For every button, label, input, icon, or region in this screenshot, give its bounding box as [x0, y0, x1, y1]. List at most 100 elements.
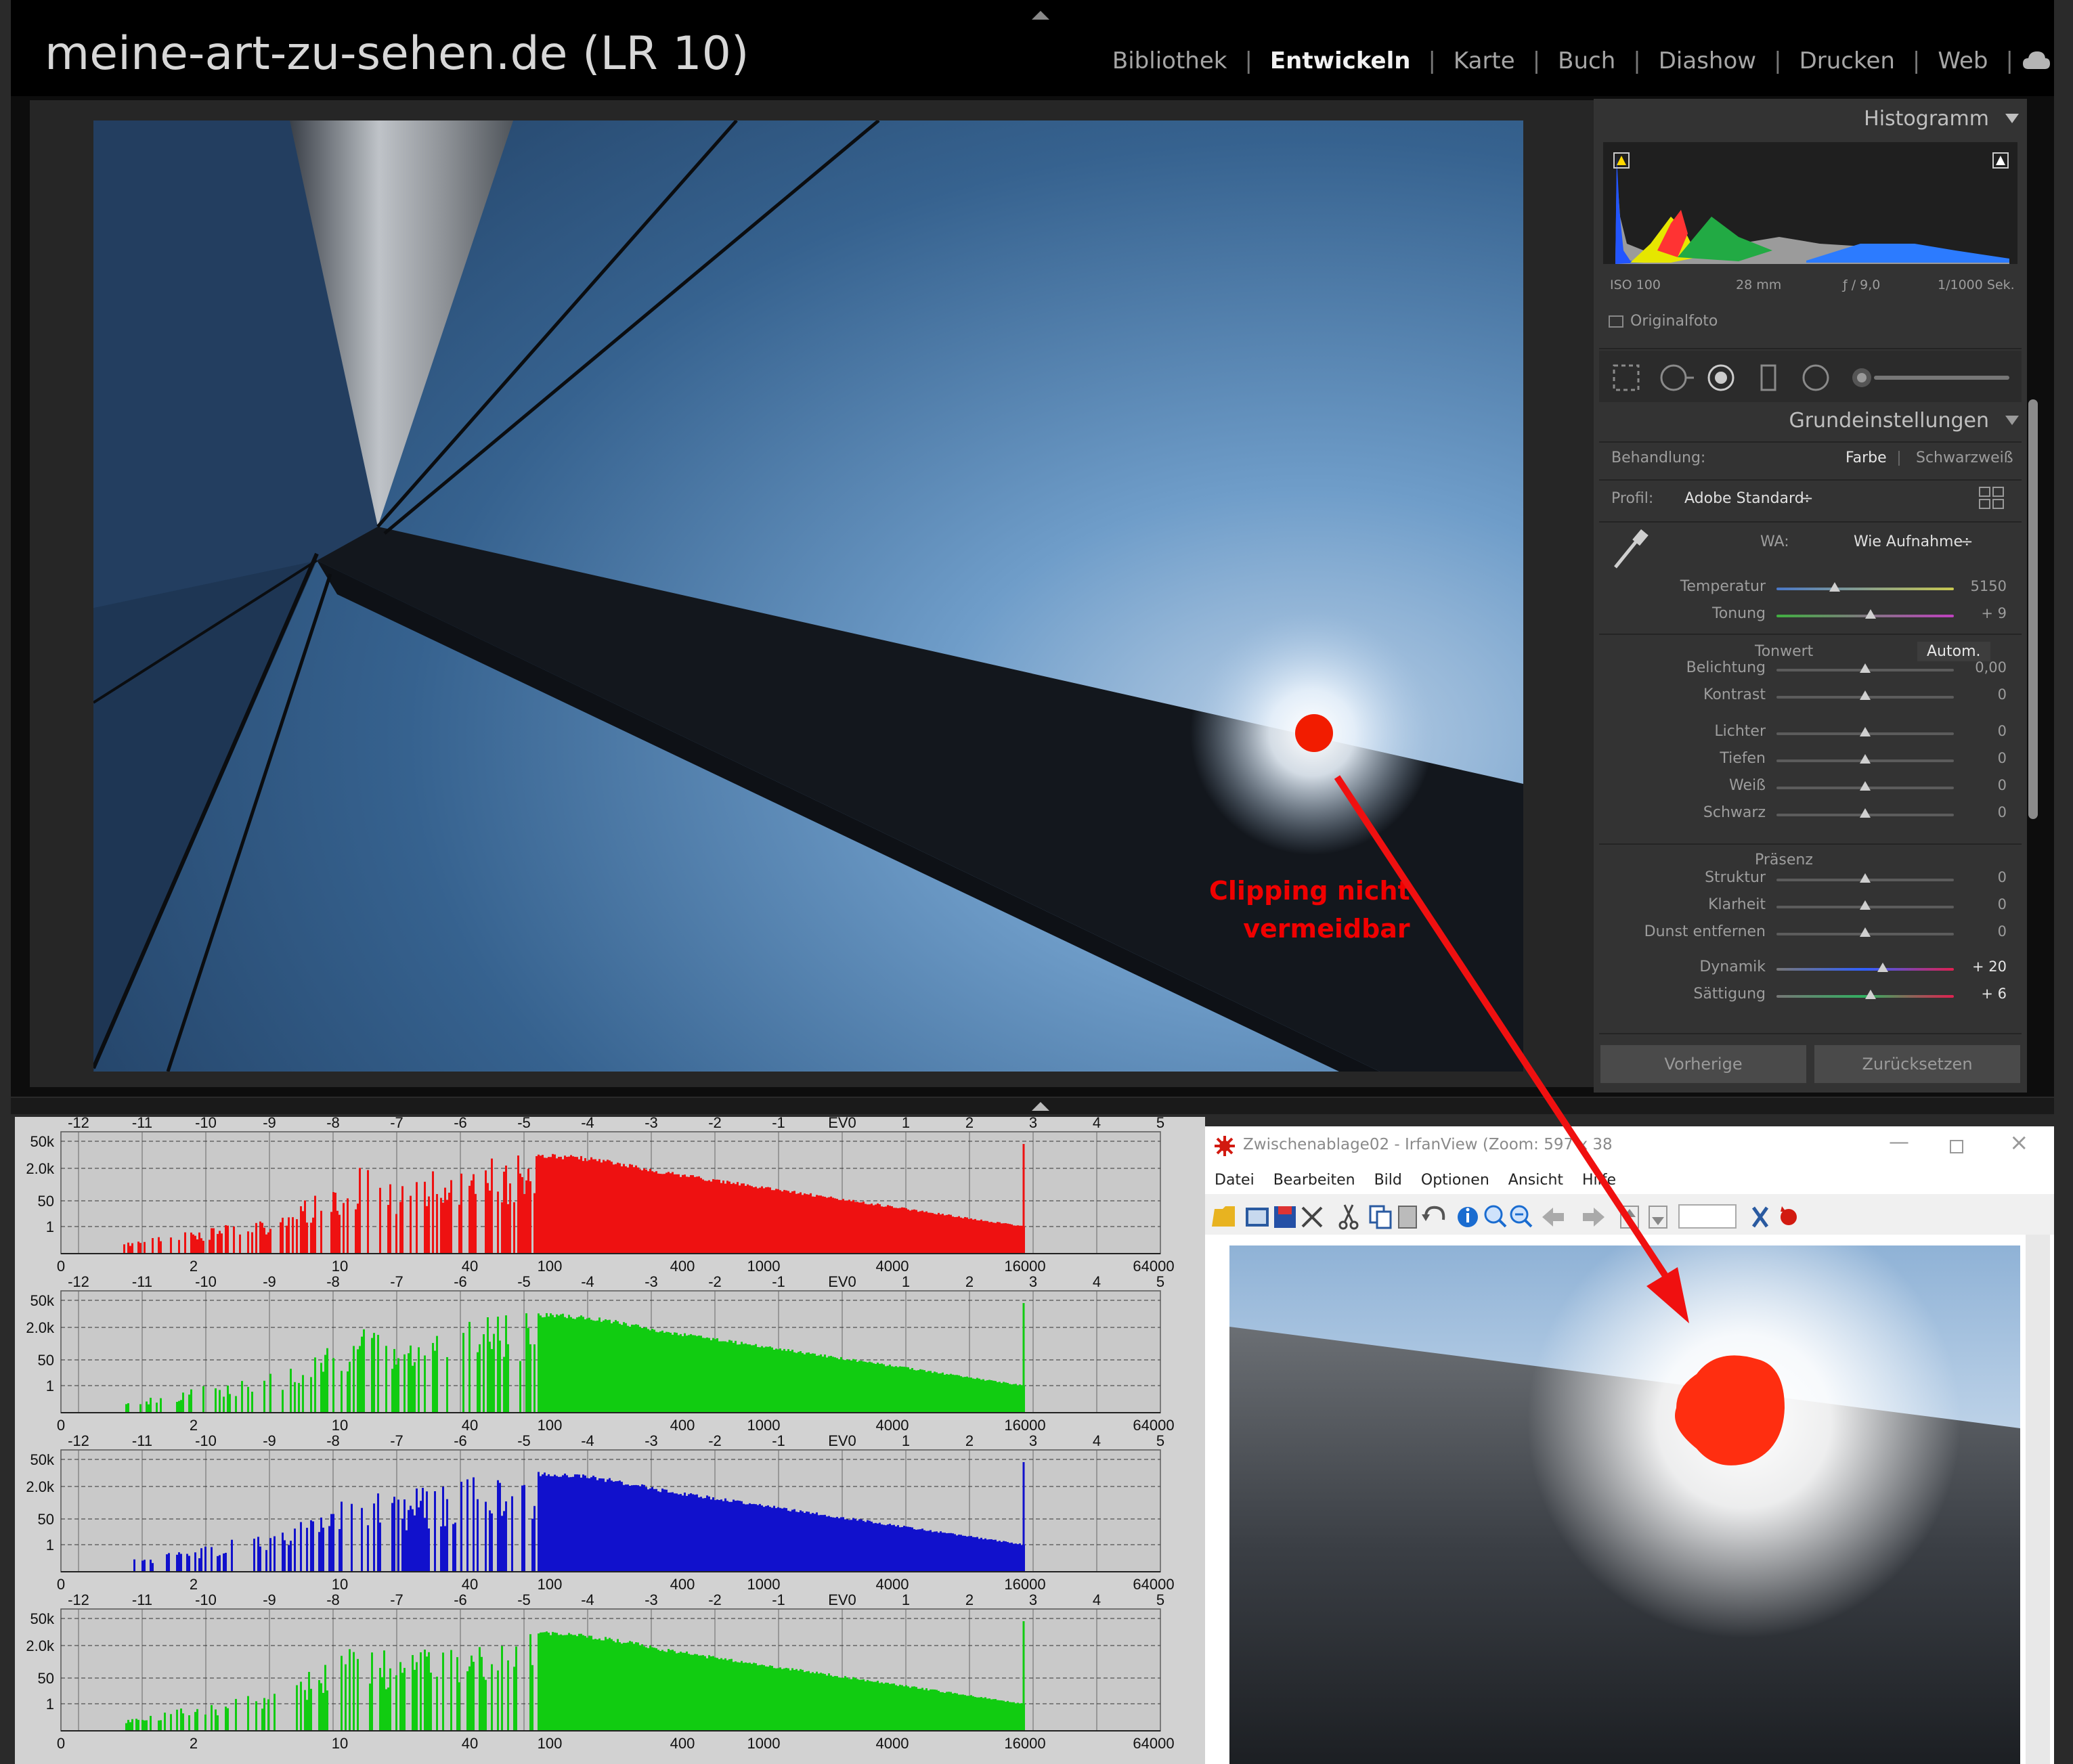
maximize-icon[interactable] — [1950, 1140, 1963, 1153]
adjustment-brush-icon[interactable] — [1850, 366, 2012, 390]
irfanview-scrollbar[interactable] — [2026, 1235, 2050, 1764]
slider-value[interactable]: 0 — [1959, 896, 2007, 912]
histogram-bar — [347, 1371, 349, 1413]
slider-value[interactable]: 0 — [1959, 750, 2007, 766]
histogram-bar — [613, 1641, 615, 1731]
slider-value[interactable]: 0,00 — [1959, 659, 2007, 676]
module-diashow[interactable]: Diashow — [1641, 47, 1774, 74]
histogram-bar — [897, 1208, 899, 1254]
histogram-bar — [473, 1174, 475, 1254]
slider-track[interactable] — [1776, 588, 1954, 590]
histogram-bar — [341, 1371, 343, 1413]
slider-thumb[interactable] — [1860, 808, 1871, 818]
wb-select-arrows-icon[interactable]: ÷ — [1961, 533, 1973, 550]
slider-value[interactable]: + 6 — [1959, 986, 2007, 1002]
basic-panel-title[interactable]: Grundeinstellungen — [1789, 409, 1989, 433]
histogram-bar — [895, 1208, 897, 1254]
crop-overlay-icon[interactable] — [1611, 363, 1641, 393]
module-drucken[interactable]: Drucken — [1782, 47, 1913, 74]
menu-datei[interactable]: Datei — [1205, 1172, 1264, 1189]
spot-removal-icon[interactable] — [1659, 363, 1697, 393]
slider-value[interactable]: 0 — [1959, 777, 2007, 793]
collapse-top-panel-icon[interactable] — [1032, 11, 1049, 20]
slider-thumb[interactable] — [1865, 609, 1876, 619]
slider-value[interactable]: 5150 — [1959, 578, 2007, 594]
wb-label: WA: — [1760, 533, 1789, 550]
collapse-basic-icon[interactable] — [2005, 416, 2019, 425]
histogram-bar — [357, 1349, 359, 1413]
toolbar-icons[interactable] — [1208, 1199, 2054, 1232]
auto-tone-button[interactable]: Autom. — [1917, 642, 1990, 661]
slider-value[interactable]: + 9 — [1959, 605, 2007, 621]
slider-thumb[interactable] — [1860, 873, 1871, 883]
slider-value[interactable]: 0 — [1959, 686, 2007, 703]
menu-ansicht[interactable]: Ansicht — [1499, 1172, 1573, 1189]
slider-thumb[interactable] — [1860, 727, 1871, 736]
profile-select-arrows-icon[interactable]: ÷ — [1801, 490, 1813, 507]
close-icon[interactable]: × — [2009, 1129, 2029, 1156]
module-karte[interactable]: Karte — [1436, 47, 1533, 74]
radial-filter-icon[interactable] — [1801, 363, 1831, 393]
histogram-bar — [544, 1632, 546, 1731]
module-entwickeln[interactable]: Entwickeln — [1252, 47, 1428, 74]
cloud-sync-icon[interactable] — [2022, 49, 2051, 72]
expand-filmstrip-icon[interactable] — [1032, 1102, 1049, 1111]
histogram-bar — [702, 1179, 704, 1254]
histogram-bar — [204, 1715, 206, 1731]
histogram-bar — [334, 1193, 336, 1254]
slider-thumb[interactable] — [1860, 927, 1871, 937]
menu-bild[interactable]: Bild — [1365, 1172, 1412, 1189]
slider-value[interactable]: 0 — [1959, 723, 2007, 739]
treatment-color-button[interactable]: Farbe — [1846, 449, 1887, 466]
slider-thumb[interactable] — [1877, 963, 1888, 972]
graduated-filter-icon[interactable] — [1753, 363, 1783, 393]
histogram-bar — [763, 1348, 765, 1413]
menu-hilfe[interactable]: Hilfe — [1573, 1172, 1625, 1189]
slider-thumb[interactable] — [1865, 990, 1876, 999]
slider-thumb[interactable] — [1860, 690, 1871, 700]
histogram-bar — [875, 1364, 877, 1413]
slider-track[interactable] — [1776, 968, 1954, 971]
wb-select[interactable]: Wie Aufnahme — [1854, 533, 1963, 550]
module-bibliothek[interactable]: Bibliothek — [1095, 47, 1245, 74]
red-eye-icon[interactable] — [1706, 363, 1736, 393]
menu-bearbeiten[interactable]: Bearbeiten — [1264, 1172, 1365, 1189]
histogram-bar — [312, 1218, 314, 1254]
histogram-bar — [925, 1212, 928, 1254]
white-balance-eyedropper-icon[interactable] — [1611, 528, 1649, 571]
histogram-bar — [856, 1520, 858, 1572]
slider-thumb[interactable] — [1829, 582, 1840, 592]
histogram-title[interactable]: Histogramm — [1864, 107, 1989, 131]
menu-optionen[interactable]: Optionen — [1412, 1172, 1499, 1189]
irfanview-image[interactable] — [1229, 1245, 2020, 1764]
slider-thumb[interactable] — [1860, 900, 1871, 910]
previous-button[interactable]: Vorherige — [1600, 1045, 1806, 1083]
slider-value[interactable]: + 20 — [1959, 958, 2007, 975]
treatment-bw-button[interactable]: Schwarzweiß — [1916, 449, 2013, 466]
histogram-bar — [982, 1539, 984, 1572]
histogram-bar — [704, 1656, 706, 1731]
slider-value[interactable]: 0 — [1959, 923, 2007, 940]
slider-value[interactable]: 0 — [1959, 869, 2007, 885]
histogram-bar — [298, 1383, 300, 1413]
histogram-bar — [775, 1669, 777, 1731]
module-web[interactable]: Web — [1920, 47, 2005, 74]
slider-thumb[interactable] — [1860, 754, 1871, 764]
profile-select[interactable]: Adobe Standard — [1684, 490, 1804, 507]
right-panel-scrollbar[interactable] — [2028, 399, 2038, 819]
histogram-bar — [946, 1692, 948, 1731]
histogram-bar — [759, 1665, 761, 1731]
slider-thumb[interactable] — [1860, 663, 1871, 673]
module-buch[interactable]: Buch — [1540, 47, 1633, 74]
slider-value[interactable]: 0 — [1959, 804, 2007, 820]
histogram-bar — [560, 1315, 562, 1413]
minimize-icon[interactable]: — — [1889, 1130, 1909, 1154]
collapse-histogram-icon[interactable] — [2005, 114, 2019, 123]
original-photo-checkbox[interactable] — [1609, 315, 1623, 328]
histogram-bar — [765, 1667, 767, 1731]
reset-button[interactable]: Zurücksetzen — [1814, 1045, 2020, 1083]
slider-thumb[interactable] — [1860, 781, 1871, 791]
histogram-bar — [635, 1642, 637, 1731]
profile-browser-icon[interactable] — [1978, 486, 2005, 510]
histogram-bar — [481, 1657, 483, 1731]
